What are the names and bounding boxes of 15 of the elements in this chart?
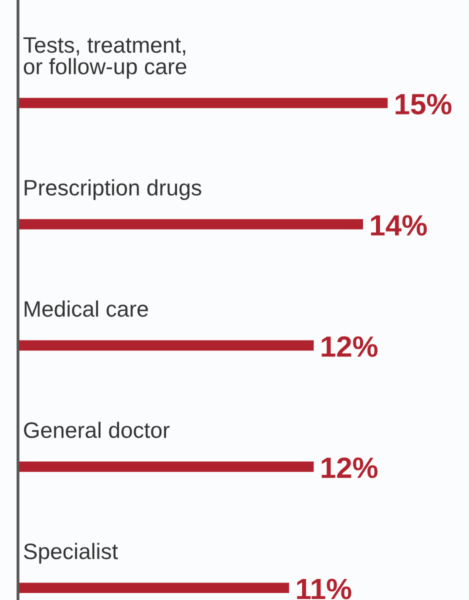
bar (18, 582, 290, 594)
y-tick-label: General doctor (24, 422, 170, 438)
y-tick-label: Prescription drugs (24, 179, 202, 200)
y-tick-label: Medical care (24, 300, 148, 317)
bar (18, 98, 388, 108)
data-label: 15% (396, 94, 452, 114)
bar (18, 219, 364, 230)
y-tick-label: Specialist (24, 542, 118, 564)
y-tick-label: Tests, treatment, or follow-up care (23, 37, 186, 79)
bar (18, 462, 314, 472)
bar (18, 340, 314, 351)
data-label: 12% (322, 457, 378, 478)
data-label: 11% (297, 578, 352, 600)
data-label: 12% (322, 336, 378, 357)
data-label: 14% (371, 215, 427, 236)
